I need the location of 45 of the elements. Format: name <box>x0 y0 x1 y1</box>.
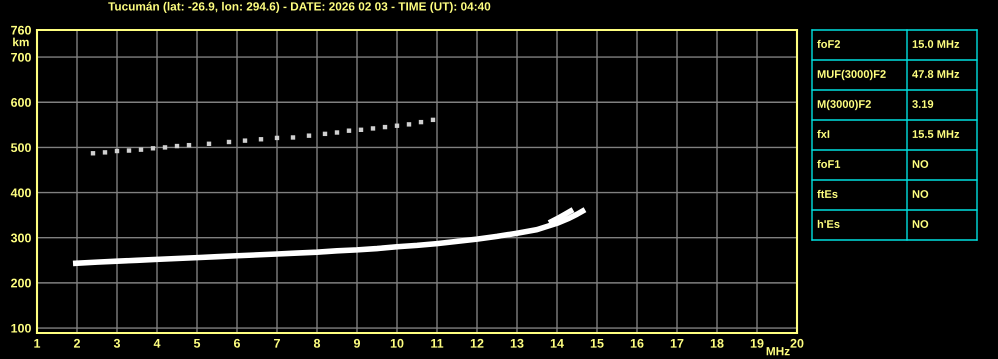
x-tick-label: 4 <box>154 339 160 348</box>
text: fxI <box>817 130 830 138</box>
x-tick-label: 3 <box>114 338 120 348</box>
text: foF1 <box>817 160 840 168</box>
x-tick-label: 12 <box>470 338 484 348</box>
text: NO <box>912 190 928 198</box>
y-tick-label: 400 <box>10 188 31 198</box>
y-axis-title: km <box>13 38 29 46</box>
y-tick-label: 600 <box>11 98 31 107</box>
text: 3.19 <box>912 100 934 108</box>
x-tick-label: 13 <box>510 338 524 348</box>
chart-title: Tucumán (lat: -26.9, lon: 294.6) - DATE: 2026 02 03 - TIME (UT): 04:40 <box>108 2 490 13</box>
y-tick-label: 100 <box>11 324 31 333</box>
text: MUF(3000)F2 <box>818 70 886 80</box>
x-tick-label: 10 <box>390 338 404 348</box>
y-tick-label: 500 <box>10 143 31 152</box>
x-tick-label: 2 <box>74 338 80 348</box>
y-tick-label: 200 <box>11 278 31 288</box>
x-tick-label: 8 <box>314 338 320 348</box>
y-tick-label: 700 <box>11 52 31 62</box>
x-tick-label: 9 <box>354 338 360 348</box>
x-tick-label: 5 <box>194 339 200 348</box>
x-axis-title: MHz <box>766 347 790 356</box>
x-tick-label: 6 <box>234 338 240 348</box>
text: NO <box>912 160 928 168</box>
text: foF2 <box>817 40 840 48</box>
text: 15.5 MHz <box>912 130 960 138</box>
x-tick-label: 11 <box>431 339 444 348</box>
x-tick-label: 19 <box>750 338 764 348</box>
text: 47.8 MHz <box>912 70 960 78</box>
text: NO <box>912 220 928 228</box>
x-tick-label: 20 <box>790 338 804 348</box>
y-tick-label: 760 <box>11 26 31 35</box>
text: 15.0 MHz <box>912 40 960 48</box>
x-tick-label: 18 <box>710 338 724 348</box>
x-tick-label: 7 <box>274 339 280 348</box>
x-tick-label: 16 <box>630 338 644 348</box>
y-tick-label: 300 <box>10 234 31 242</box>
x-tick-label: 15 <box>590 339 604 348</box>
x-tick-label: 17 <box>670 339 684 348</box>
text: ftEs <box>817 190 838 198</box>
x-tick-label: 14 <box>550 339 564 348</box>
x-tick-label: 1 <box>34 339 40 348</box>
text: M(3000)F2 <box>818 100 871 110</box>
text: h'Es <box>818 220 840 228</box>
